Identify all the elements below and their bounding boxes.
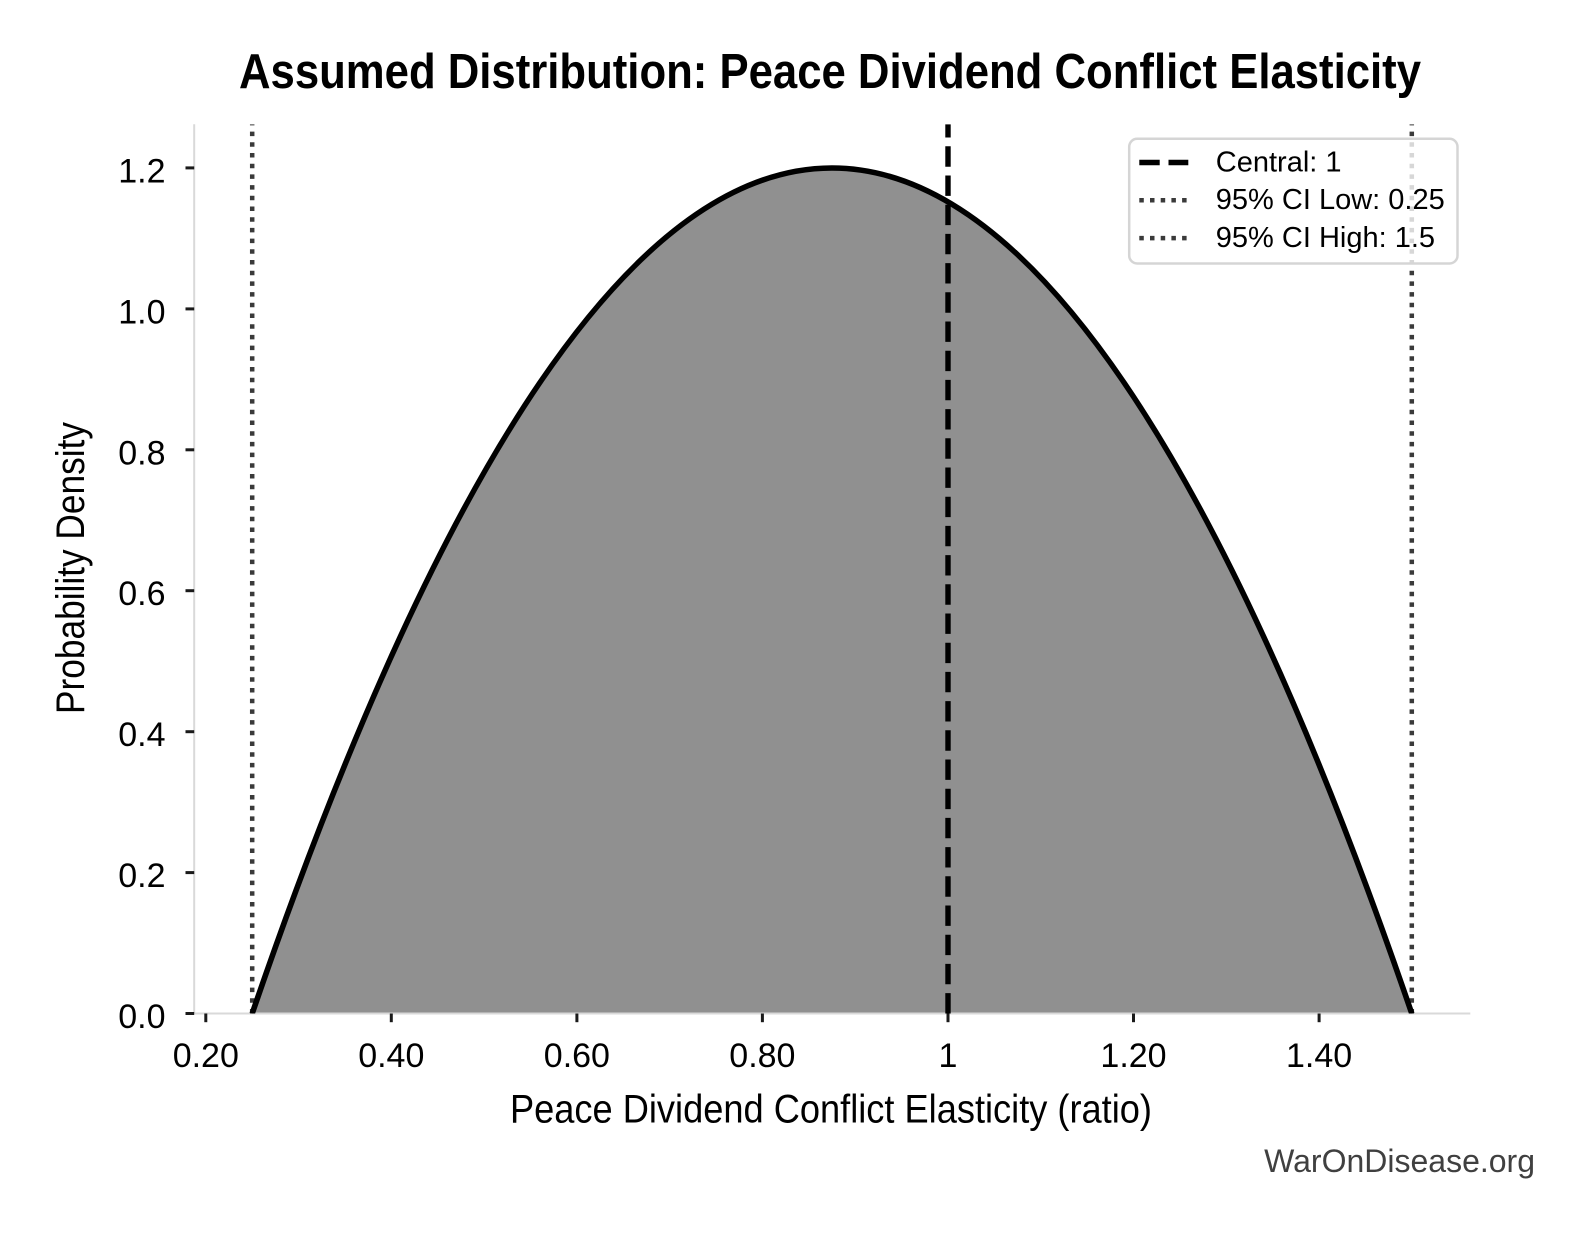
svg-text:95% CI Low: 0.25: 95% CI Low: 0.25 (1216, 184, 1445, 216)
svg-text:1: 1 (939, 1037, 958, 1075)
svg-text:1.0: 1.0 (118, 293, 165, 331)
svg-text:0.20: 0.20 (173, 1037, 239, 1075)
svg-text:1.2: 1.2 (118, 152, 165, 190)
svg-text:0.4: 0.4 (118, 716, 165, 754)
svg-text:0.80: 0.80 (729, 1037, 795, 1075)
svg-text:0.40: 0.40 (358, 1037, 424, 1075)
svg-text:95% CI High: 1.5: 95% CI High: 1.5 (1216, 222, 1435, 254)
svg-text:1.20: 1.20 (1100, 1037, 1166, 1075)
svg-text:0.0: 0.0 (118, 998, 165, 1036)
svg-text:Probability Density: Probability Density (49, 422, 93, 714)
svg-text:1.40: 1.40 (1286, 1037, 1352, 1075)
svg-text:0.2: 0.2 (118, 857, 165, 895)
svg-text:Peace Dividend Conflict Elasti: Peace Dividend Conflict Elasticity (rati… (510, 1088, 1152, 1132)
svg-text:WarOnDisease.org: WarOnDisease.org (1264, 1143, 1535, 1179)
svg-text:Assumed Distribution: Peace Di: Assumed Distribution: Peace Dividend Con… (239, 45, 1421, 99)
svg-text:Central: 1: Central: 1 (1216, 146, 1342, 178)
svg-text:0.6: 0.6 (118, 575, 165, 613)
svg-text:0.60: 0.60 (544, 1037, 610, 1075)
svg-text:0.8: 0.8 (118, 434, 165, 472)
